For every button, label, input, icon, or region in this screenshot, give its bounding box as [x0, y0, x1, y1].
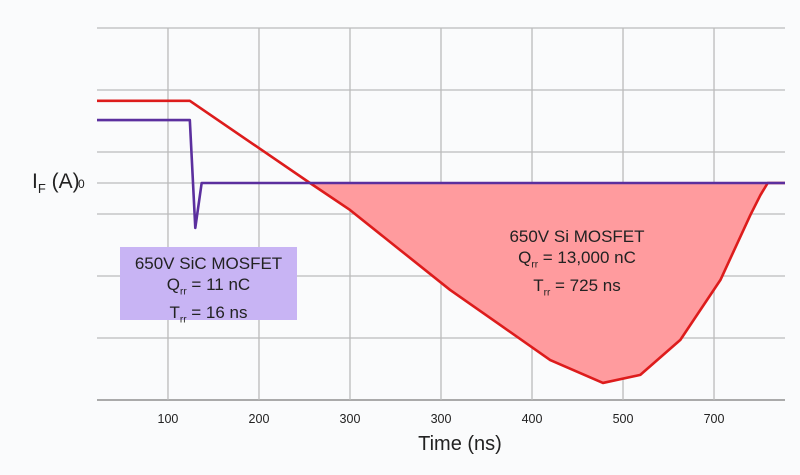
x-tick-label: 500 [612, 412, 634, 426]
si-trr: Trr = 725 ns [533, 276, 621, 299]
x-tick-label: 100 [157, 412, 179, 426]
x-tick-label: 300 [430, 412, 452, 426]
x-tick-label: 300 [339, 412, 361, 426]
si-qrr: Qrr = 13,000 nC [518, 248, 636, 271]
si-annotation: 650V Si MOSFET Qrr = 13,000 nC Trr = 725… [497, 226, 657, 304]
si-mosfet-line [97, 99, 785, 385]
sic-mosfet-line [97, 118, 785, 230]
y-axis-label: IF (A) [32, 170, 80, 197]
reverse-recovery-area [309, 183, 785, 383]
x-tick-label: 700 [703, 412, 725, 426]
x-tick-label: 200 [248, 412, 270, 426]
x-axis-label: Time (ns) [418, 433, 502, 455]
si-title: 650V Si MOSFET [509, 227, 645, 246]
sic-qrr: Qrr = 11 nC [166, 275, 251, 298]
sic-title: 650V SiC MOSFET [134, 254, 283, 273]
x-tick-label: 400 [521, 412, 543, 426]
y-tick-label-zero: 0 [78, 177, 85, 191]
sic-annotation-box: 650V SiC MOSFET Qrr = 11 nC Trr = 16 ns [120, 247, 297, 326]
sic-trr: Trr = 16 ns [169, 303, 248, 326]
